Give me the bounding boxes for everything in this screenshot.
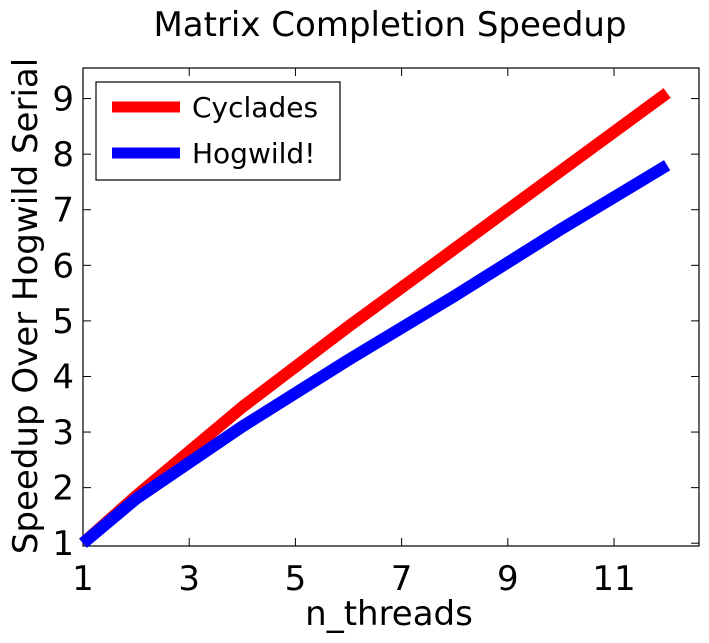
legend-label-cyclades: Cyclades	[192, 91, 318, 124]
y-tick-label: 8	[52, 135, 74, 175]
series-line-hogwild	[79, 160, 671, 548]
y-tick-labels: 1 2 3 4 5 6 7 8 9	[52, 80, 74, 565]
series-lines	[79, 88, 671, 548]
y-tick-label: 7	[52, 191, 74, 231]
x-axis-label: n_threads	[305, 594, 473, 634]
x-tick-label: 1	[72, 559, 94, 599]
x-tick-label: 3	[178, 559, 200, 599]
y-tick-label: 4	[52, 357, 74, 397]
y-tick-label: 1	[52, 524, 74, 564]
x-tick-label: 9	[497, 559, 519, 599]
x-tick-label: 5	[285, 559, 307, 599]
y-tick-label: 2	[52, 469, 74, 509]
legend-box	[95, 81, 341, 181]
legend-label-hogwild: Hogwild!	[192, 137, 315, 170]
chart-title: Matrix Completion Speedup	[153, 5, 626, 45]
y-tick-label: 5	[52, 302, 74, 342]
y-axis-label: Speedup Over Hogwild Serial	[6, 58, 46, 554]
x-tick-labels: 1 3 5 7 9 11	[72, 559, 635, 599]
x-tick-label: 7	[391, 559, 413, 599]
plot-frame	[82, 67, 700, 547]
x-tick-label: 11	[592, 559, 635, 599]
legend: Cyclades Hogwild!	[95, 81, 341, 181]
y-tick-label: 6	[52, 246, 74, 286]
y-tick-label: 9	[52, 80, 74, 120]
y-tick-label: 3	[52, 413, 74, 453]
